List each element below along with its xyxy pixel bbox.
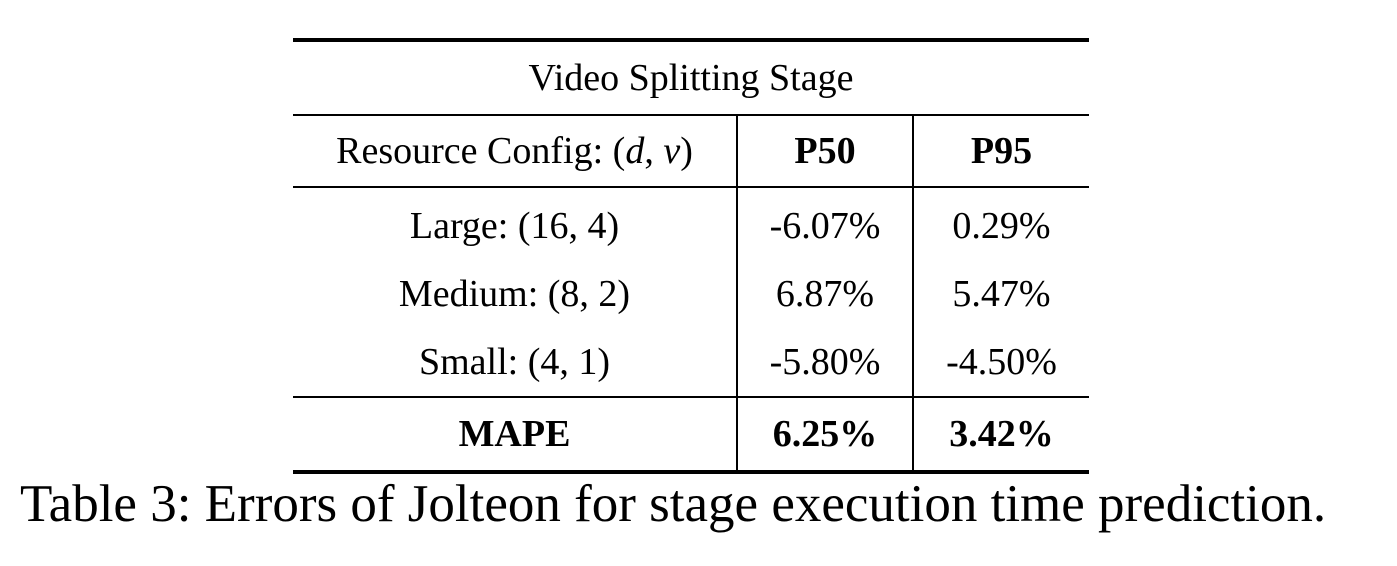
table-row: Large: (16, 4) -6.07% 0.29% (293, 187, 1089, 260)
row-config: Small: (4, 1) (293, 328, 738, 397)
header-p95: P95 (913, 115, 1089, 188)
row-p95: 0.29% (952, 205, 1051, 247)
header-row: Resource Config: (d, v) P50 P95 (293, 115, 1089, 188)
row-p95: -4.50% (946, 341, 1057, 383)
summary-row: MAPE 6.25% 3.42% (293, 396, 1089, 474)
table-row: Small: (4, 1) -5.80% -4.50% (293, 328, 1089, 397)
row-config: Large: (16, 4) (293, 187, 738, 260)
row-p50: 6.87% (737, 260, 914, 328)
table-caption: Table 3: Errors of Jolteon for stage exe… (20, 475, 1327, 533)
header-config-prefix: Resource Config: ( (336, 130, 626, 172)
stage-title: Video Splitting Stage (293, 38, 1089, 116)
stage-title-row: Video Splitting Stage (293, 38, 1089, 116)
summary-p50: 6.25% (737, 396, 914, 474)
header-resource-config: Resource Config: (d, v) (293, 115, 738, 188)
results-table: Video Splitting Stage Resource Config: (… (293, 38, 1089, 474)
summary-p95: 3.42% (913, 396, 1089, 474)
header-config-d: d (625, 130, 645, 172)
results-table-container: Video Splitting Stage Resource Config: (… (293, 38, 1089, 474)
summary-label: MAPE (293, 396, 738, 474)
row-p50: -6.07% (737, 187, 914, 260)
header-config-sep: , (644, 130, 664, 172)
row-p50: -5.80% (737, 328, 914, 397)
table-row: Medium: (8, 2) 6.87% 5.47% (293, 260, 1089, 328)
header-config-suffix: ) (680, 130, 693, 172)
header-config-v: v (663, 130, 681, 172)
row-config: Medium: (8, 2) (293, 260, 738, 328)
header-p50: P50 (737, 115, 914, 188)
row-p95: 5.47% (952, 273, 1051, 315)
